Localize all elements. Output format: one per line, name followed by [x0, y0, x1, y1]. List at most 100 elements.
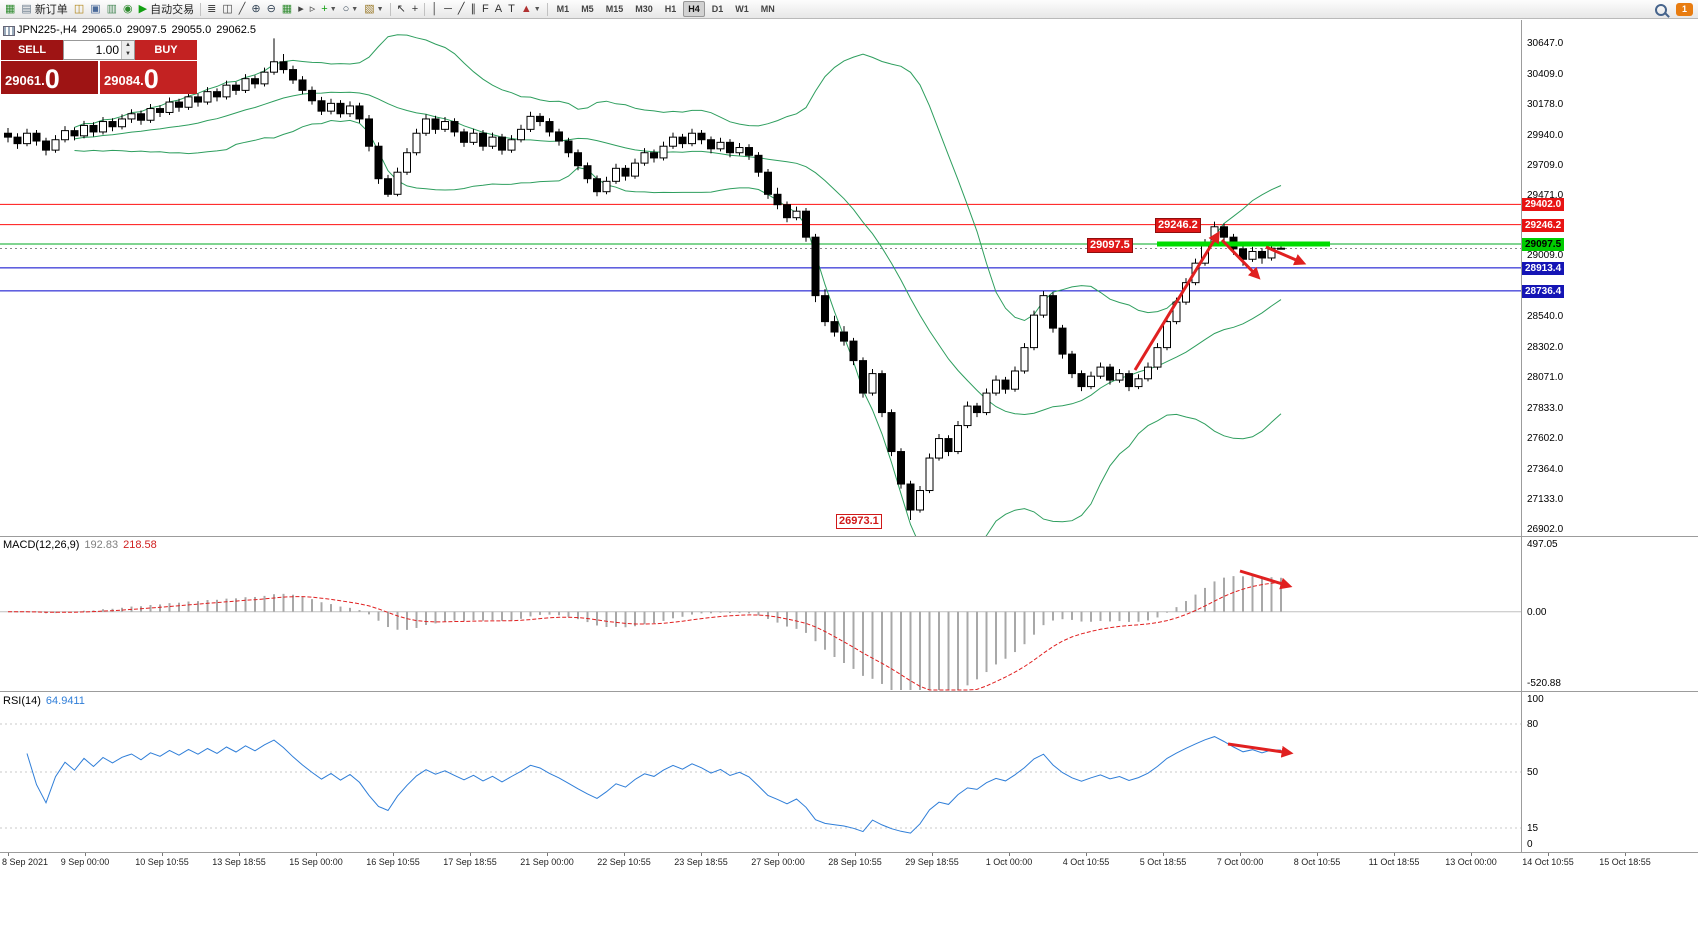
market-watch-icon[interactable]: ◫: [73, 2, 85, 15]
zoom-out-icon[interactable]: ⊖: [266, 2, 276, 15]
chart-ohlc-header: JPN225-,H4 29065.0 29097.5 29055.0 29062.5: [17, 24, 261, 36]
volume-field[interactable]: 1.00 ▲ ▼: [63, 40, 135, 60]
sell-price-main: 29061.: [5, 73, 45, 88]
cursor-icon[interactable]: ↖: [396, 2, 406, 15]
price-axis-label: 28302.0: [1527, 342, 1564, 353]
time-axis-label: 10 Sep 10:55: [135, 857, 189, 867]
trendline-icon[interactable]: ╱: [457, 2, 465, 15]
tile-windows-icon[interactable]: ▦: [281, 2, 293, 15]
rsi-axis-label: 100: [1527, 694, 1544, 705]
templates-dropdown[interactable]: ▧ ▼: [364, 2, 384, 15]
notification-badge[interactable]: 1: [1676, 3, 1693, 16]
timeframe-mn-button[interactable]: MN: [760, 4, 775, 14]
sell-price-display[interactable]: 29061. 0: [1, 61, 98, 94]
horizontal-line-icon[interactable]: ─: [444, 2, 452, 15]
time-axis-label: 4 Oct 10:55: [1062, 857, 1110, 867]
time-axis-tick: [778, 853, 779, 856]
timeframe-m1-button[interactable]: M1: [556, 4, 570, 14]
autotrading-button[interactable]: ▶ 自动交易: [138, 2, 195, 17]
terminal-icon[interactable]: ◉: [123, 2, 133, 15]
channel-icon[interactable]: ∥: [470, 2, 477, 15]
time-axis-tick: [1471, 853, 1472, 856]
time-axis-label: 27 Sep 00:00: [751, 857, 805, 867]
indicators-dropdown[interactable]: + ▼: [321, 2, 337, 15]
time-axis-tick: [932, 853, 933, 856]
fibonacci-icon[interactable]: F: [482, 2, 489, 15]
timeframe-h1-button[interactable]: H1: [664, 4, 677, 14]
line-chart-icon[interactable]: ╱: [238, 2, 246, 15]
timeframe-m5-button[interactable]: M5: [581, 4, 594, 14]
time-axis-label: 14 Oct 10:55: [1522, 857, 1574, 867]
time-axis-separator[interactable]: [0, 852, 1698, 853]
timeframe-w1-button[interactable]: W1: [735, 4, 749, 14]
time-axis-tick: [624, 853, 625, 856]
time-axis-label: 9 Sep 00:00: [60, 857, 110, 867]
buy-button[interactable]: BUY: [135, 40, 197, 60]
panel-separator-rsi[interactable]: [0, 691, 1698, 692]
sell-button[interactable]: SELL: [1, 40, 63, 60]
time-axis-tick: [8, 853, 9, 856]
rsi-axis-label: 15: [1527, 823, 1539, 834]
time-axis-tick: [393, 853, 394, 856]
volume-decrease-button[interactable]: ▼: [122, 50, 134, 59]
timeframe-d1-button[interactable]: D1: [711, 4, 724, 14]
rsi-chart[interactable]: [0, 692, 1521, 852]
data-window-icon[interactable]: ▣: [90, 2, 101, 15]
symbol-period-label: JPN225-,H4: [17, 24, 77, 36]
toolbar: ▦ ▤ 新订单 ◫ ▣ ▥ ◉ ▶ 自动交易 ≣ ◫ ╱ ⊕ ⊖ ▦ ▸ ▹ + ▼ ○ ▼ ▧ ▼ ↖ + │ ─ ╱ ∥ F A T ▲ ▼ M…: [0, 0, 1698, 19]
vertical-line-icon[interactable]: │: [431, 2, 439, 15]
auto-scroll-icon[interactable]: ▸: [298, 2, 304, 15]
volume-value[interactable]: 1.00: [95, 43, 119, 57]
time-axis-tick: [1163, 853, 1164, 856]
time-axis-tick: [1317, 853, 1318, 856]
price-tag: 28736.4: [1522, 285, 1565, 298]
time-axis-label: 15 Sep 00:00: [289, 857, 343, 867]
chart-shift-icon[interactable]: ▹: [309, 2, 316, 15]
macd-axis-label: 0.00: [1527, 607, 1547, 618]
price-axis-label: 26902.0: [1527, 524, 1564, 535]
textlabel-icon[interactable]: T: [508, 2, 515, 15]
text-icon[interactable]: A: [494, 2, 503, 15]
candlestick-chart-icon[interactable]: ◫: [222, 2, 233, 15]
rsi-axis-label: 50: [1527, 767, 1539, 778]
time-axis-label: 13 Sep 18:55: [212, 857, 266, 867]
timeframe-m15-button[interactable]: M15: [605, 4, 624, 14]
rsi-value: 64.9411: [45, 695, 85, 707]
navigator-icon[interactable]: ▥: [106, 2, 118, 15]
main-chart[interactable]: [0, 20, 1521, 536]
buy-price-display[interactable]: 29084. 0: [100, 61, 197, 94]
price-axis-label: 29709.0: [1527, 160, 1564, 171]
toolbar-separator: [389, 2, 391, 16]
time-axis-tick: [1009, 853, 1010, 856]
periods-dropdown[interactable]: ○ ▼: [342, 2, 359, 15]
chart-icon[interactable]: ▦: [5, 2, 16, 15]
zoom-in-icon[interactable]: ⊕: [251, 2, 261, 15]
time-axis-label: 17 Sep 18:55: [443, 857, 497, 867]
crosshair-icon[interactable]: +: [411, 2, 419, 15]
volume-increase-button[interactable]: ▲: [122, 41, 134, 50]
arrows-dropdown[interactable]: ▲ ▼: [520, 2, 541, 15]
timeframe-h4-button[interactable]: H4: [683, 1, 705, 17]
bars-chart-icon[interactable]: ≣: [207, 2, 217, 15]
price-axis-label: 30178.0: [1527, 99, 1564, 110]
price-axis[interactable]: 30647.0 30409.0 30178.0 29940.0 29709.0 29471…: [1521, 20, 1698, 852]
macd-label: MACD(12,26,9) 192.83 218.58: [3, 539, 162, 551]
rsi-label: RSI(14) 64.9411: [3, 695, 90, 707]
search-icon[interactable]: [1652, 1, 1670, 18]
time-axis-tick: [239, 853, 240, 856]
price-axis-label: 29471.0: [1527, 190, 1564, 201]
time-axis-tick: [316, 853, 317, 856]
timeframe-m30-button[interactable]: M30: [635, 4, 653, 14]
new-order-button[interactable]: ▤ 新订单: [21, 2, 68, 17]
macd-chart[interactable]: [0, 537, 1521, 691]
panel-separator-macd[interactable]: [0, 536, 1698, 537]
time-axis-label: 22 Sep 10:55: [597, 857, 651, 867]
price-axis-label: 29009.0: [1527, 250, 1564, 261]
time-axis[interactable]: 8 Sep 2021 9 Sep 00:00 10 Sep 10:55 13 Sep …: [0, 853, 1698, 873]
rsi-axis-label: 0: [1527, 839, 1533, 850]
ohlc-close: 29062.5: [216, 24, 256, 36]
macd-name: MACD(12,26,9): [3, 539, 80, 551]
price-axis-label: 27602.0: [1527, 433, 1564, 444]
time-axis-label: 13 Oct 00:00: [1445, 857, 1497, 867]
sell-price-big-digit: 0: [44, 64, 60, 94]
